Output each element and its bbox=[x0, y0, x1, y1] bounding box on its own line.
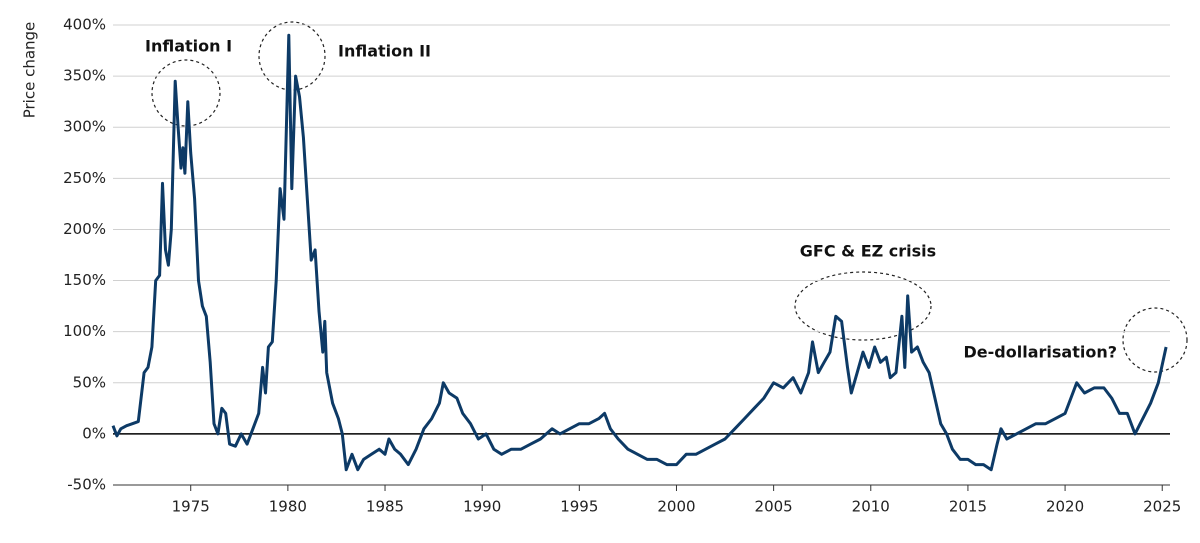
annotation: Inflation II bbox=[338, 42, 431, 61]
y-tick-label: 300% bbox=[63, 118, 106, 136]
annotation: Inflation I bbox=[145, 37, 232, 56]
y-tick-label: 150% bbox=[63, 271, 106, 289]
x-tick-label: 2000 bbox=[657, 498, 695, 516]
y-tick-label: -50% bbox=[67, 476, 106, 494]
line-series bbox=[111, 33, 1168, 472]
x-tick-label: 1990 bbox=[463, 498, 501, 516]
y-tick-label: 250% bbox=[63, 169, 106, 187]
x-tick-label: 1995 bbox=[560, 498, 598, 516]
annotation: De-dollarisation? bbox=[964, 343, 1117, 362]
x-tick-label: 2010 bbox=[852, 498, 890, 516]
y-tick-label: 100% bbox=[63, 322, 106, 340]
highlight-circle bbox=[258, 21, 326, 91]
highlight-circle bbox=[794, 271, 932, 341]
y-tick-label: 0% bbox=[82, 424, 106, 442]
x-tick-label: 2005 bbox=[755, 498, 793, 516]
highlight-circle bbox=[151, 59, 221, 127]
x-tick-label: 2015 bbox=[949, 498, 987, 516]
highlight-circle bbox=[1122, 307, 1188, 373]
y-tick-label: 50% bbox=[73, 373, 106, 391]
y-tick-label: 350% bbox=[63, 67, 106, 85]
y-tick-label: 200% bbox=[63, 220, 106, 238]
x-tick-label: 2020 bbox=[1046, 498, 1084, 516]
x-tick-label: 2025 bbox=[1143, 498, 1181, 516]
x-tick-label: 1980 bbox=[269, 498, 307, 516]
annotation: GFC & EZ crisis bbox=[800, 242, 936, 261]
x-tick-label: 1985 bbox=[366, 498, 404, 516]
x-tick-label: 1975 bbox=[172, 498, 210, 516]
y-axis-label: Price change bbox=[21, 22, 39, 119]
y-tick-label: 400% bbox=[63, 16, 106, 34]
